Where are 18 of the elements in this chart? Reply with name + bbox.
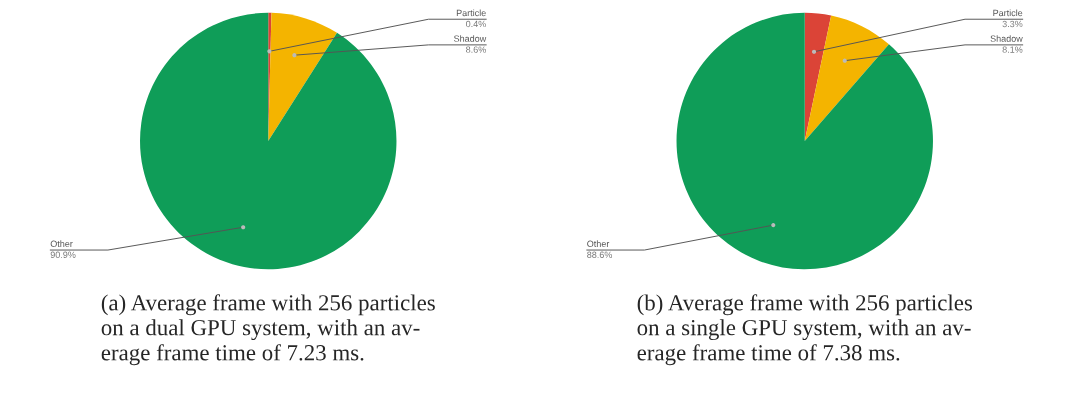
slice-label: Other — [50, 240, 73, 247]
data-label: 8.1% — [1002, 46, 1023, 53]
pie-slice — [676, 12, 933, 270]
data-label: 8.6% — [466, 46, 486, 53]
data-label: 90.9% — [50, 251, 76, 258]
data-label: 0.4% — [466, 20, 486, 28]
slice-label: Particle — [993, 9, 1023, 17]
slice-label: Shadow — [454, 35, 487, 42]
text: (b) Average frame with 256 particles on a single GPU system, with an av- erage frame time of 7.38 ms. — [637, 294, 973, 366]
text: (a) Average frame with 256 particles on a dual GPU system, with an av- erage frame time of 7.23 ms. — [101, 294, 435, 366]
slice-label: Other — [587, 240, 610, 247]
slice-label: Shadow — [990, 35, 1023, 42]
data-label: 3.3% — [1002, 20, 1023, 28]
data-label: 88.6% — [587, 251, 613, 258]
pie-slice — [268, 12, 338, 142]
pie-slice — [140, 12, 397, 270]
slice-label: Particle — [456, 9, 486, 17]
pie-slice — [804, 15, 889, 142]
